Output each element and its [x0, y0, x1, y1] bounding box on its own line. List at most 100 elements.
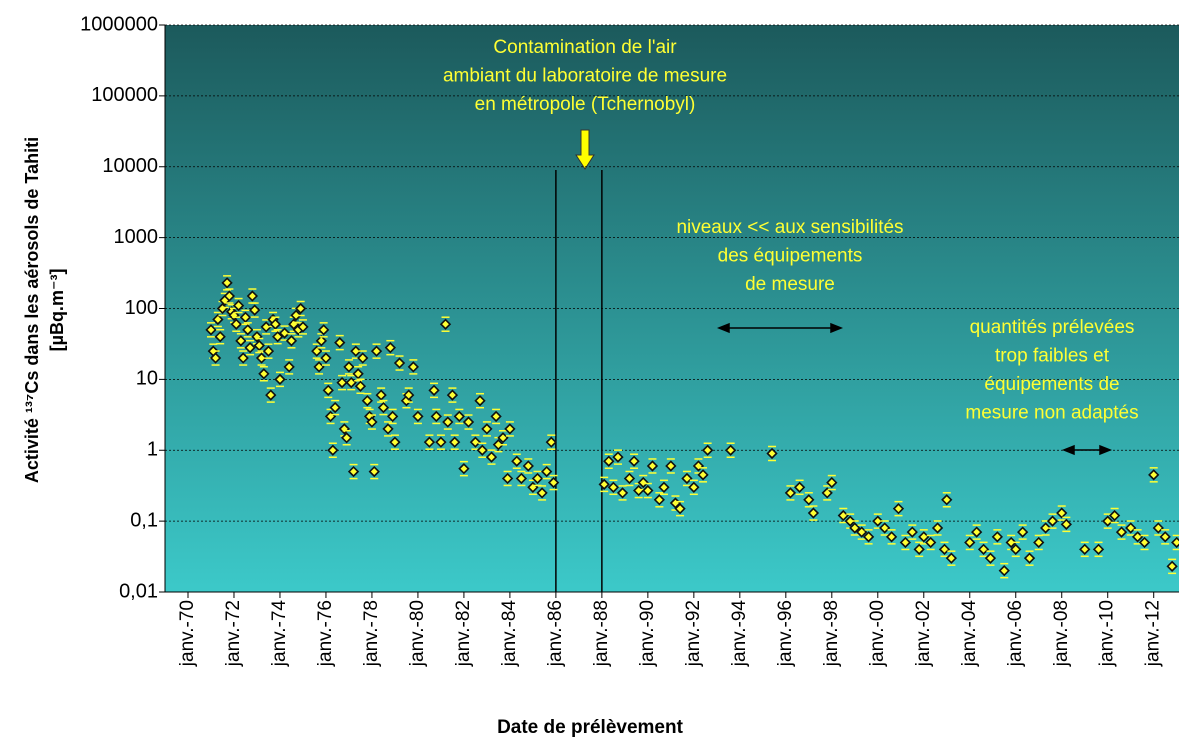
data-point [1115, 526, 1128, 538]
data-point [1033, 536, 1045, 549]
annotation: Contamination de l'air [493, 37, 677, 58]
x-tick-label: janv.-80 [407, 600, 428, 667]
data-point [725, 444, 737, 456]
y-tick-label: 10000 [102, 155, 158, 177]
data-point [536, 487, 548, 499]
data-point [692, 460, 705, 472]
data-point [603, 455, 615, 467]
data-point [784, 487, 797, 499]
data-point [862, 531, 875, 543]
data-point [1102, 515, 1114, 527]
annotation: de mesure [745, 274, 835, 295]
data-point [458, 463, 470, 475]
data-point [329, 401, 341, 414]
data-point [407, 361, 419, 373]
x-tick-label: janv.-76 [315, 600, 336, 667]
y-tick-label: 100 [125, 297, 158, 319]
data-point [239, 311, 252, 323]
data-point [246, 290, 259, 302]
data-point [1079, 543, 1091, 555]
data-point [357, 352, 369, 364]
data-point [366, 416, 378, 428]
data-point [209, 352, 222, 364]
x-tick-label: janv.-06 [1005, 600, 1026, 667]
data-point [265, 389, 277, 401]
x-tick-label: janv.-86 [545, 600, 566, 667]
data-point [439, 318, 452, 330]
data-point [1152, 522, 1164, 534]
annotation: quantités prélevées [970, 317, 1135, 338]
data-point [223, 290, 236, 302]
y-tick-label: 1000 [114, 226, 159, 248]
y-axis-title: [µBq.m⁻³] [47, 269, 67, 352]
data-point [628, 455, 640, 467]
data-point [318, 324, 330, 336]
data-point [1046, 515, 1059, 527]
annotation: niveaux << aux sensibilités [676, 217, 903, 238]
data-point [205, 324, 217, 336]
data-point [295, 302, 307, 315]
data-point [803, 494, 815, 506]
data-point [984, 552, 997, 564]
data-point [435, 436, 447, 448]
annotation: en métropole (Tchernobyl) [475, 94, 696, 115]
data-point [347, 465, 360, 478]
data-point [977, 543, 990, 555]
data-point [807, 507, 820, 519]
data-point [501, 472, 514, 485]
data-point [230, 318, 242, 330]
data-point [515, 472, 528, 485]
data-point [251, 331, 263, 343]
x-tick-label: janv.-88 [591, 600, 612, 667]
data-point [481, 423, 493, 435]
data-point [490, 410, 502, 423]
annotation: des équipements [718, 246, 863, 267]
data-point [361, 395, 373, 407]
data-point [844, 515, 856, 527]
data-point [642, 484, 654, 497]
data-point [504, 423, 516, 435]
data-point [476, 444, 488, 456]
x-tick-label: janv.-00 [867, 600, 888, 667]
data-point [541, 465, 553, 478]
data-point [906, 526, 918, 538]
data-point [274, 373, 286, 386]
data-point [453, 410, 465, 423]
data-point [336, 376, 348, 389]
data-point [938, 543, 951, 555]
data-point [260, 321, 272, 333]
data-point [315, 335, 327, 347]
data-point [646, 460, 659, 472]
data-point [1056, 507, 1068, 519]
data-point [1125, 522, 1137, 534]
data-point [320, 352, 332, 364]
data-point [258, 368, 270, 380]
data-point [598, 478, 610, 491]
data-point [931, 522, 944, 534]
y-tick-label: 100000 [91, 84, 158, 106]
data-point [637, 476, 649, 489]
data-point [674, 503, 686, 515]
annotation: trop faibles et [995, 346, 1110, 367]
data-point [1166, 560, 1178, 572]
data-point [285, 335, 298, 347]
data-point [971, 526, 983, 538]
data-point [384, 342, 396, 354]
data-point [428, 384, 440, 396]
data-point [212, 313, 224, 326]
data-point [253, 339, 265, 352]
data-point [290, 309, 302, 321]
data-point [235, 335, 247, 347]
data-point [311, 345, 323, 357]
data-point [892, 503, 905, 515]
data-point [262, 345, 275, 357]
data-point [244, 342, 256, 354]
data-point [334, 336, 346, 349]
data-point [375, 389, 387, 401]
y-tick-label: 10 [136, 368, 158, 390]
data-point [389, 436, 401, 448]
data-point [658, 481, 670, 493]
data-point [826, 476, 838, 489]
x-tick-label: janv.-84 [499, 600, 520, 668]
x-tick-label: janv.-12 [1143, 600, 1164, 667]
